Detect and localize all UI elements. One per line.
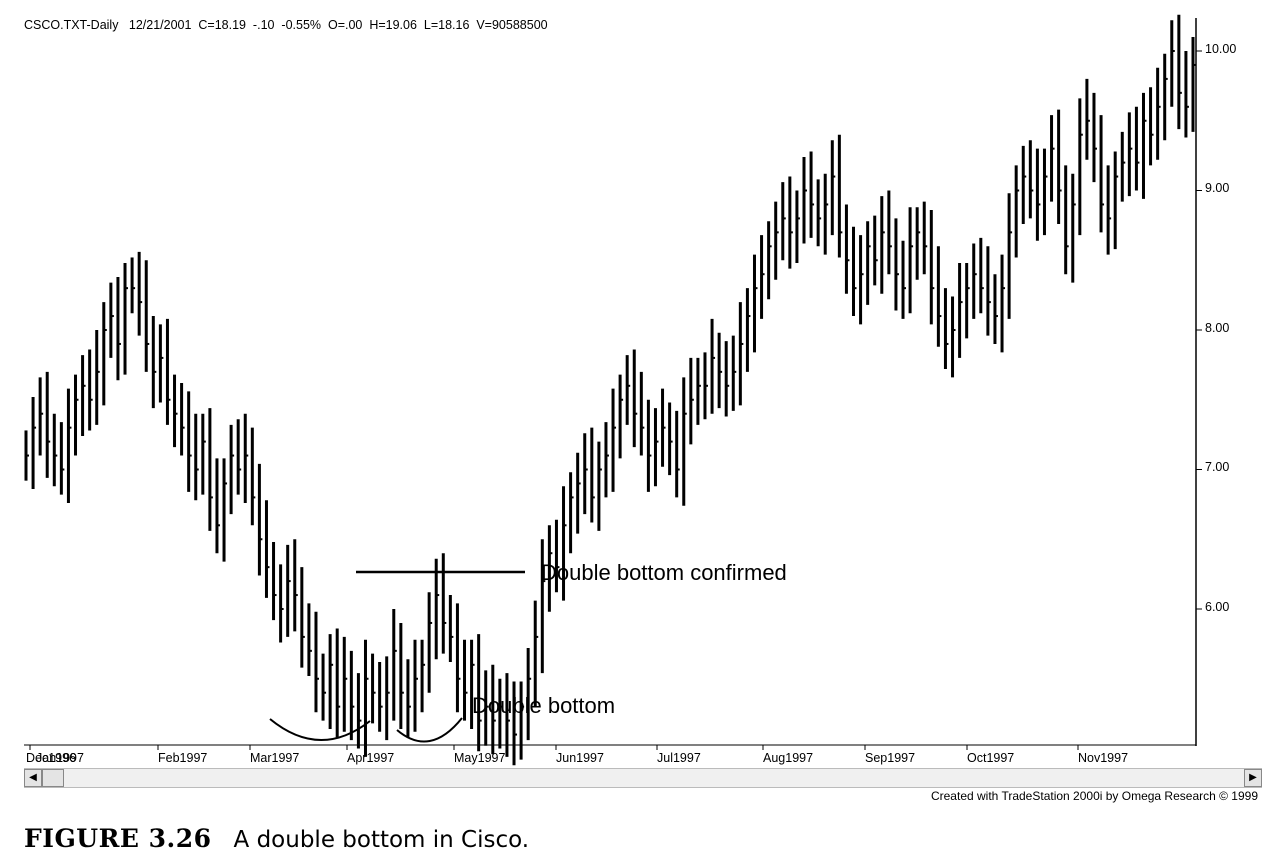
double-bottom-label: Double bottom xyxy=(472,693,616,718)
left-arrow-icon[interactable]: ◀ xyxy=(24,769,42,787)
x-tick-label: Dec1996 xyxy=(26,751,77,765)
chart-header: CSCO.TXT-Daily 12/21/2001 C=18.19 -.10 -… xyxy=(24,18,548,32)
x-tick-label: Jul1997 xyxy=(657,751,701,765)
price-chart xyxy=(24,14,1202,766)
x-tick-label: Nov1997 xyxy=(1078,751,1129,765)
first-bottom-arc xyxy=(269,718,371,741)
x-tick-label: Jun1997 xyxy=(556,751,604,765)
double-bottom-confirmed-label: Double bottom confirmed xyxy=(541,560,787,585)
y-tick-label: 9.00 xyxy=(1205,181,1230,195)
y-tick-label: 10.00 xyxy=(1205,42,1237,56)
x-tick-label: Feb1997 xyxy=(158,751,208,765)
y-tick-label: 6.00 xyxy=(1205,600,1230,614)
figure-number: FIGURE 3.26 xyxy=(24,824,212,853)
caption-text: A double bottom in Cisco. xyxy=(233,827,530,853)
y-tick-label: 8.00 xyxy=(1205,321,1230,335)
x-tick-label: Mar1997 xyxy=(250,751,300,765)
x-tick-label: May1997 xyxy=(454,751,506,765)
figure-caption: FIGURE 3.26 A double bottom in Cisco. xyxy=(24,824,529,854)
credit-text: Created with TradeStation 2000i by Omega… xyxy=(930,789,1258,803)
x-tick-label: Sep1997 xyxy=(865,751,916,765)
x-tick-label: Jan1997 xyxy=(36,751,84,765)
second-bottom-arc xyxy=(396,717,463,743)
chart-scrollbar[interactable]: ◀ ▶ xyxy=(24,768,1262,788)
axis-ticks xyxy=(29,50,1202,750)
x-tick-label: Apr1997 xyxy=(347,751,395,765)
right-arrow-icon[interactable]: ▶ xyxy=(1244,769,1262,787)
y-tick-label: 7.00 xyxy=(1205,460,1230,474)
x-tick-label: Oct1997 xyxy=(967,751,1015,765)
scroll-thumb[interactable] xyxy=(42,769,64,787)
ohlc-bars xyxy=(24,14,1196,766)
x-tick-label: Aug1997 xyxy=(763,751,814,765)
